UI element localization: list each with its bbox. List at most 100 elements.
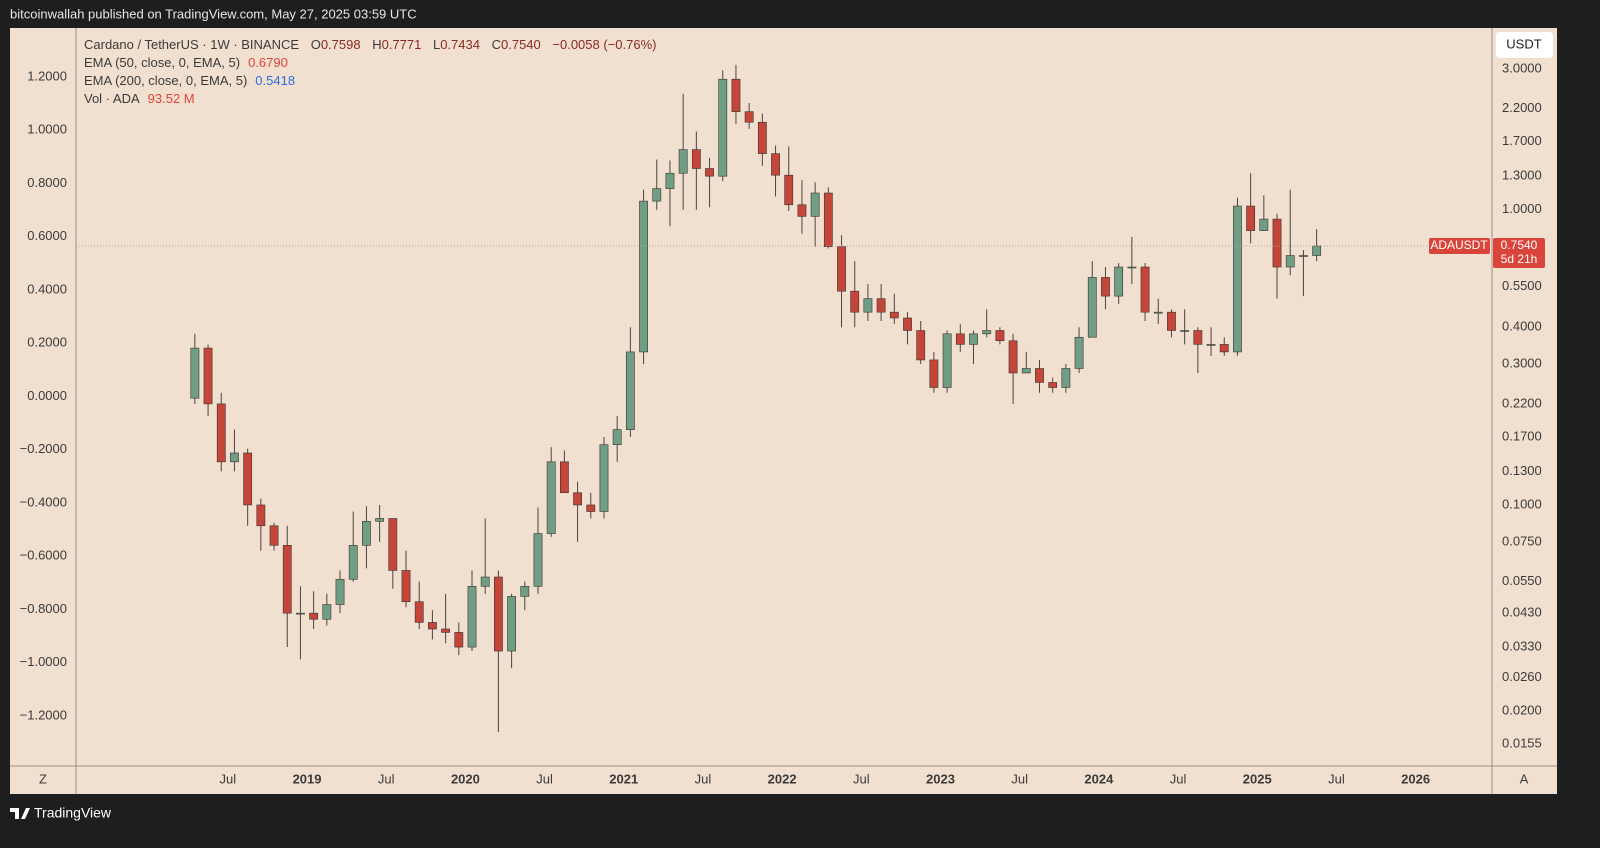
candle-body xyxy=(454,632,464,648)
y2-tick-label: 0.6000 xyxy=(27,228,67,243)
candle-body xyxy=(243,452,253,506)
candle-body xyxy=(771,153,780,176)
candle-body xyxy=(1233,205,1242,353)
indicator-name: Vol · ADA xyxy=(84,91,140,106)
candle-body xyxy=(375,518,385,522)
x-tick-label: Jul xyxy=(536,771,553,786)
candle-body xyxy=(599,444,609,512)
y-tick-label: 2.2000 xyxy=(1502,100,1542,115)
price-tag xyxy=(1493,237,1545,268)
candle-body xyxy=(955,333,965,345)
candle-body xyxy=(1167,311,1176,331)
candle-body xyxy=(282,545,292,614)
candle-body xyxy=(507,596,516,652)
brand-logo xyxy=(10,808,30,819)
candle-body xyxy=(850,290,860,313)
candle-body xyxy=(388,518,398,571)
indicator-value: 0.5418 xyxy=(255,73,296,88)
x-tick-label: 2022 xyxy=(768,771,797,786)
candle-body xyxy=(414,601,424,623)
ohlc-label: C xyxy=(491,37,501,52)
candle-body xyxy=(1048,382,1058,388)
candle-body xyxy=(876,298,886,313)
candle-body xyxy=(559,461,569,494)
candle-body xyxy=(480,576,490,587)
auto-scale-button[interactable]: A xyxy=(1520,771,1529,786)
x-tick-label: Jul xyxy=(220,771,237,786)
candle-body xyxy=(1272,218,1282,268)
candle-body xyxy=(837,246,846,292)
candle-body xyxy=(1008,340,1018,374)
candle-body xyxy=(309,612,319,620)
y-tick-label: 0.3000 xyxy=(1502,356,1542,371)
candle-body xyxy=(1193,330,1203,345)
y2-tick-label: 0.4000 xyxy=(27,281,67,296)
symbol: Cardano / TetherUS · 1W · BINANCE xyxy=(84,37,300,52)
y-tick-label: 0.1300 xyxy=(1502,463,1542,478)
candle-body xyxy=(982,330,992,335)
candle-body xyxy=(823,192,833,247)
candle-body xyxy=(744,111,754,123)
price-tag-countdown: 5d 21h xyxy=(1501,252,1538,266)
x-tick-label: Jul xyxy=(1011,771,1028,786)
candle-body xyxy=(546,461,556,534)
candle-body xyxy=(1035,368,1044,383)
x-tick-label: 2020 xyxy=(451,771,480,786)
y-tick-label: 0.1700 xyxy=(1502,428,1542,443)
candle-body xyxy=(362,521,371,546)
y2-tick-label: 1.2000 xyxy=(27,68,67,83)
currency-button[interactable] xyxy=(1496,32,1553,58)
chart-background xyxy=(10,28,1557,794)
y-tick-label: 1.7000 xyxy=(1502,133,1542,148)
candle-body xyxy=(1259,218,1269,231)
candle-body xyxy=(441,628,451,633)
x-tick-label: Jul xyxy=(378,771,395,786)
currency-label[interactable]: USDT xyxy=(1506,36,1541,51)
y-tick-label: 0.0260 xyxy=(1502,669,1542,684)
candle-body xyxy=(586,504,596,512)
ohlc-value: 0.7771 xyxy=(381,37,422,52)
candle-body xyxy=(573,492,582,506)
y2-tick-label: 0.2000 xyxy=(27,335,67,350)
indicator-value: 0.6790 xyxy=(248,55,288,70)
candle-body xyxy=(428,622,437,630)
candle-body xyxy=(942,333,952,388)
candle-body xyxy=(296,612,305,615)
y2-tick-label: −0.4000 xyxy=(20,494,67,509)
candle-body xyxy=(190,347,200,399)
y2-tick-label: −0.2000 xyxy=(20,441,67,456)
candle-body xyxy=(1101,277,1110,297)
ohlc-value: 0.7434 xyxy=(440,37,480,52)
indicator-name: EMA (200, close, 0, EMA, 5) xyxy=(84,73,248,88)
y-tick-label: 0.0550 xyxy=(1502,573,1542,588)
candle-body xyxy=(1206,344,1216,346)
candle-body xyxy=(1180,330,1190,332)
candle-body xyxy=(1061,368,1071,388)
y2-tick-label: −0.6000 xyxy=(20,548,67,563)
candle-body xyxy=(757,121,767,154)
candle-body xyxy=(256,504,266,527)
y-tick-label: 0.0330 xyxy=(1502,639,1542,654)
ohlc-value: 0.7540 xyxy=(501,37,541,52)
candle-body xyxy=(1127,266,1137,269)
candle-body xyxy=(678,149,688,174)
candle-body xyxy=(1021,368,1031,374)
candle-body xyxy=(889,311,899,319)
candle-body xyxy=(203,347,213,405)
candle-body xyxy=(520,586,530,597)
x-tick-label: 2024 xyxy=(1084,771,1114,786)
timezone-button[interactable]: Z xyxy=(39,771,47,786)
candle-body xyxy=(612,429,622,446)
candle-body xyxy=(810,192,820,217)
symbol-row: Cardano / TetherUS · 1W · BINANCE O0.759… xyxy=(84,36,656,54)
symbol-tag-label: ADAUSDT xyxy=(1430,238,1488,252)
candle-body xyxy=(322,604,332,620)
y2-tick-label: −0.8000 xyxy=(20,601,67,616)
y-tick-label: 0.1000 xyxy=(1502,496,1542,511)
legend: Cardano / TetherUS · 1W · BINANCE O0.759… xyxy=(84,36,656,108)
ohlc-label: O xyxy=(310,37,321,52)
candle-body xyxy=(903,317,912,331)
y-tick-label: 0.2200 xyxy=(1502,395,1542,410)
